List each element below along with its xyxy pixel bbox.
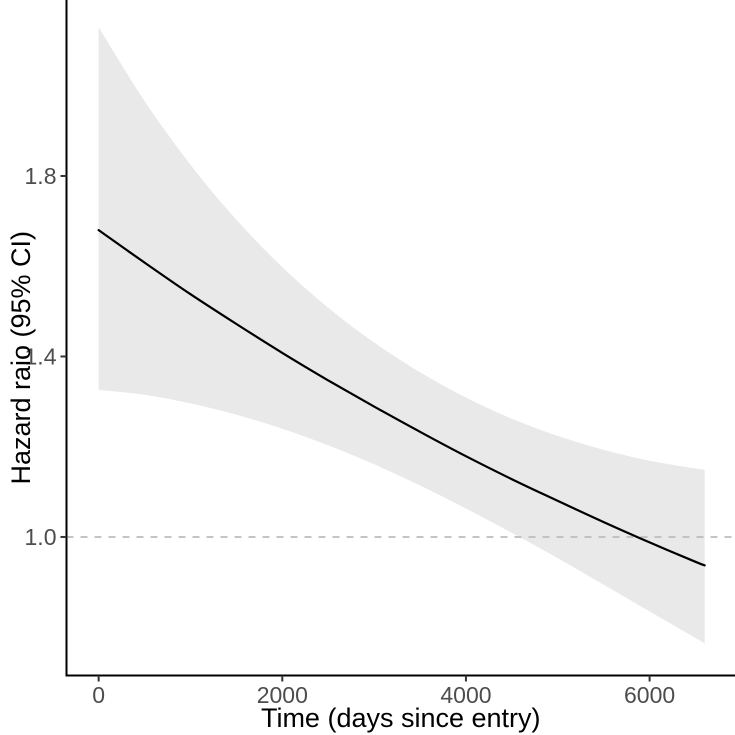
y-ticks: 1.0 1.4 1.8	[25, 163, 67, 550]
x-axis-title: Time (days since entry)	[261, 703, 541, 733]
x-tick-label: 0	[92, 682, 105, 708]
x-tick-label: 6000	[624, 682, 675, 708]
x-axis: 0 2000 4000 6000	[65, 674, 735, 708]
y-axis: 1.0 1.4 1.8	[25, 0, 68, 677]
plot-panel	[66, 27, 735, 644]
x-tick-label: 2000	[257, 682, 308, 708]
y-tick-label: 1.8	[25, 163, 57, 189]
y-axis-title: Hazard raio (95% CI)	[6, 231, 36, 485]
hazard-ratio-curve	[97, 229, 706, 567]
x-ticks: 0 2000 4000 6000	[92, 675, 675, 708]
y-tick-label: 1.4	[25, 343, 57, 369]
x-tick-label: 4000	[440, 682, 491, 708]
y-tick-label: 1.0	[25, 524, 57, 550]
ci-band	[98, 27, 705, 644]
